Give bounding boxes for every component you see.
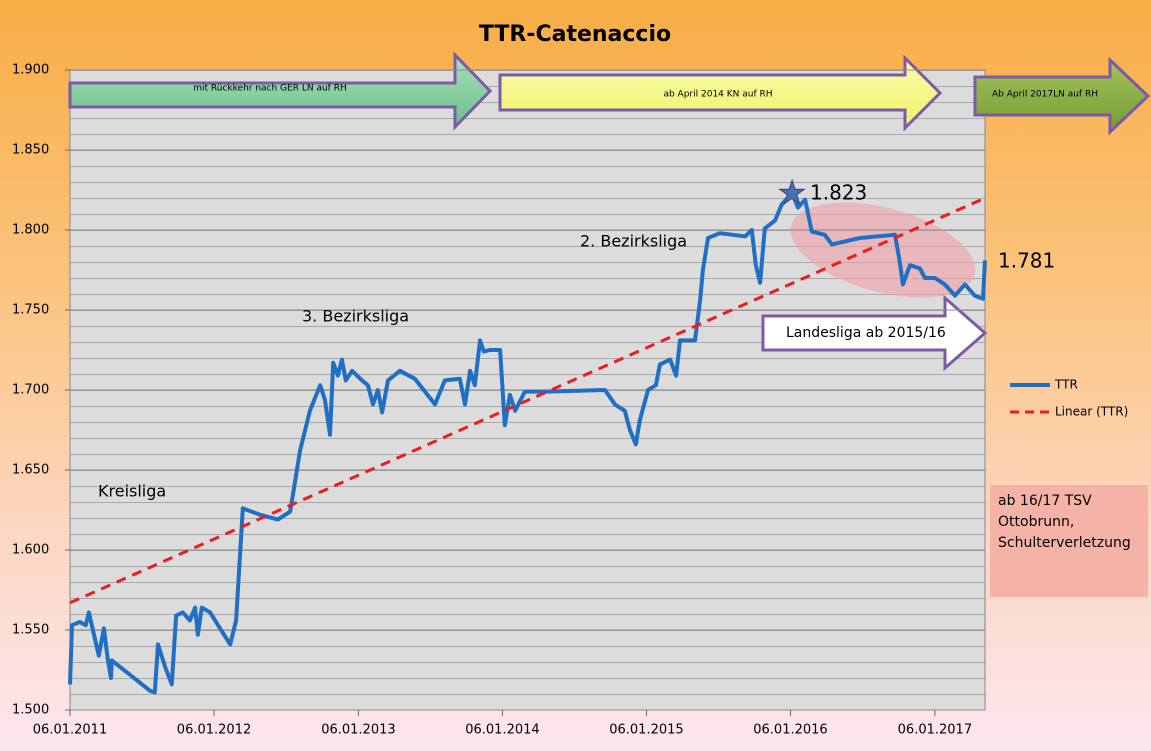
y-tick-label: 1.550 [12, 623, 49, 638]
y-tick-label: 1.850 [12, 143, 49, 158]
x-tick-label: 06.01.2011 [33, 723, 107, 738]
annotation: mit Rückkehr nach GER LN auf RH [193, 84, 346, 94]
x-tick-label: 06.01.2016 [753, 723, 827, 738]
annotation: ab 16/17 TSV Ottobrunn, Schulterverletzu… [998, 493, 1131, 551]
arrow [498, 54, 943, 132]
data-line [68, 191, 987, 695]
x-tick-label: 06.01.2013 [321, 723, 395, 738]
annotation: 2. Bezirksliga [580, 232, 687, 251]
note-box: ab 16/17 TSV Ottobrunn, Schulterverletzu… [990, 485, 1148, 597]
trend-line [69, 196, 986, 605]
y-tick-label: 1.600 [12, 543, 49, 558]
arrow [68, 51, 493, 131]
annotation: Ab April 2017LN auf RH [992, 90, 1098, 100]
peak-star [778, 178, 806, 206]
y-tick-label: 1.650 [12, 463, 49, 478]
annotation: Landesliga ab 2015/16 [786, 325, 946, 341]
annotation: 1.781 [998, 249, 1055, 273]
chart-title: TTR-Catenaccio [479, 22, 671, 47]
annotation: ab April 2014 KN auf RH [663, 90, 772, 100]
annotation: Kreisliga [98, 482, 166, 501]
arrow [973, 56, 1151, 136]
x-tick-label: 06.01.2012 [177, 723, 251, 738]
legend-label: TTR [1054, 378, 1078, 392]
x-tick-label: 06.01.2017 [898, 723, 972, 738]
annotation: 1.823 [810, 181, 867, 205]
annotation: 3. Bezirksliga [302, 307, 409, 326]
x-tick-label: 06.01.2015 [609, 723, 683, 738]
y-tick-label: 1.500 [12, 703, 49, 718]
y-tick-label: 1.800 [12, 223, 49, 238]
y-tick-label: 1.700 [12, 383, 49, 398]
y-tick-label: 1.750 [12, 303, 49, 318]
legend-label: Linear (TTR) [1055, 405, 1128, 419]
y-tick-label: 1.900 [12, 63, 49, 78]
x-tick-label: 06.01.2014 [465, 723, 539, 738]
arrow [761, 294, 988, 372]
highlight-ellipse [790, 202, 976, 298]
